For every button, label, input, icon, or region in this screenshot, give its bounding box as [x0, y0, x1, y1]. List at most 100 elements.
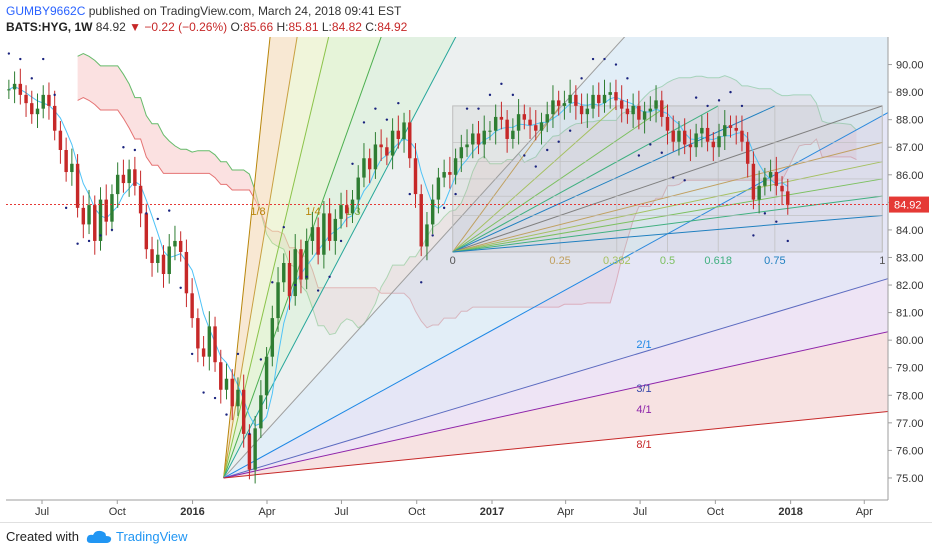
candle-body	[224, 378, 229, 390]
candle-body	[47, 94, 51, 106]
candle-body	[459, 147, 464, 159]
psar-dot	[248, 432, 251, 436]
candle-body	[52, 105, 57, 131]
psar-dot	[156, 217, 159, 221]
price-tick-label: 81.00	[896, 308, 924, 320]
candle-body	[505, 119, 509, 139]
fib-level-label: 0.5	[660, 255, 675, 267]
candle-body	[528, 119, 532, 126]
price-tick-label: 76.00	[896, 445, 924, 457]
last-price-tag	[889, 196, 929, 213]
gann-fan-label: 1/4	[305, 206, 320, 218]
candle-body	[448, 172, 452, 175]
high-label: H:	[276, 20, 289, 34]
last-price: 84.92	[95, 20, 126, 34]
candle-body	[327, 213, 332, 241]
price-tick-label: 82.00	[896, 280, 924, 292]
candle-body	[207, 326, 212, 357]
psar-dot	[568, 129, 572, 132]
time-tick-label: Apr	[856, 506, 873, 518]
fib-edge-label: 1	[879, 255, 885, 267]
candle-body	[316, 227, 320, 255]
candle-body	[430, 199, 435, 225]
candle-body	[614, 92, 618, 101]
psar-dot	[683, 179, 686, 182]
close-label: C:	[365, 20, 378, 34]
author-link[interactable]: GUMBY9662C	[6, 4, 86, 18]
fib-level-label: 0.382	[603, 255, 631, 267]
candle-body	[75, 163, 80, 208]
candle-body	[568, 94, 572, 104]
psar-dot	[397, 101, 400, 105]
psar-dot	[202, 391, 205, 394]
low-value: 84.82	[331, 20, 362, 34]
candle-body	[562, 103, 567, 106]
price-tick-label: 78.00	[896, 390, 924, 402]
psar-dot	[729, 90, 732, 94]
psar-dot	[374, 107, 377, 110]
candle-body	[774, 172, 779, 186]
gann-fan-zone	[223, 112, 888, 478]
psar-dot	[64, 206, 68, 210]
time-tick-label: Jul	[35, 506, 49, 518]
symbol-label: BATS:HYG, 1W	[6, 20, 93, 34]
psar-dot	[454, 192, 457, 196]
candle-body	[711, 141, 716, 148]
candle-body	[545, 114, 549, 123]
psar-dot	[76, 242, 79, 245]
candle-body	[602, 94, 607, 104]
candle-body	[751, 163, 756, 200]
candle-body	[104, 199, 108, 222]
candle-body	[539, 122, 544, 131]
candle-body	[293, 249, 297, 297]
candle-body	[585, 108, 590, 115]
candle-body	[24, 94, 28, 104]
candle-body	[115, 174, 120, 195]
psar-dot	[385, 118, 389, 121]
fib-level-label: 0.618	[704, 255, 732, 267]
candle-body	[178, 240, 183, 252]
candle-body	[356, 177, 360, 200]
low-label: L:	[321, 20, 332, 34]
candle-body	[282, 262, 286, 283]
candle-body	[385, 147, 389, 156]
fib-level-label: 0.75	[764, 255, 785, 267]
created-with-text: Created with	[6, 529, 79, 544]
candle-body	[516, 114, 521, 131]
psar-dot	[168, 209, 171, 212]
candle-body	[12, 83, 17, 90]
psar-dot	[431, 234, 434, 237]
fib-fan-line	[452, 161, 883, 253]
candle-body	[196, 318, 200, 349]
psar-dot	[694, 96, 698, 99]
candle-body	[264, 356, 269, 396]
psar-dot	[442, 206, 446, 210]
fib-fan-line	[452, 214, 883, 253]
psar-dot	[87, 239, 91, 243]
candle-body	[705, 127, 710, 142]
psar-dot	[706, 104, 709, 108]
price-chart[interactable]: 1/81/41/32/13/14/18/10.250.3820.50.6180.…	[0, 0, 932, 522]
candle-body	[723, 125, 727, 137]
psar-dot	[225, 413, 228, 416]
candle-body	[425, 224, 429, 247]
candle-body	[270, 318, 275, 357]
psar-dot	[546, 148, 549, 152]
candle-body	[740, 130, 744, 142]
gann-fan-line	[223, 411, 888, 479]
gann-fan-line	[223, 278, 888, 479]
tradingview-brand[interactable]: TradingView	[116, 529, 188, 544]
candle-body	[677, 130, 681, 142]
psar-dot	[649, 143, 652, 146]
candle-body	[201, 348, 206, 357]
time-tick-label: Jul	[334, 506, 348, 518]
fib-fan-line	[452, 195, 883, 253]
candle-body	[93, 205, 97, 241]
psar-dot	[488, 93, 492, 97]
psar-dot	[786, 239, 789, 243]
gann-fan-label: 2/1	[636, 339, 651, 351]
psar-dot	[213, 396, 217, 400]
candle-body	[499, 116, 504, 120]
fib-level-label: 0.25	[549, 255, 570, 267]
candle-body	[219, 362, 223, 390]
